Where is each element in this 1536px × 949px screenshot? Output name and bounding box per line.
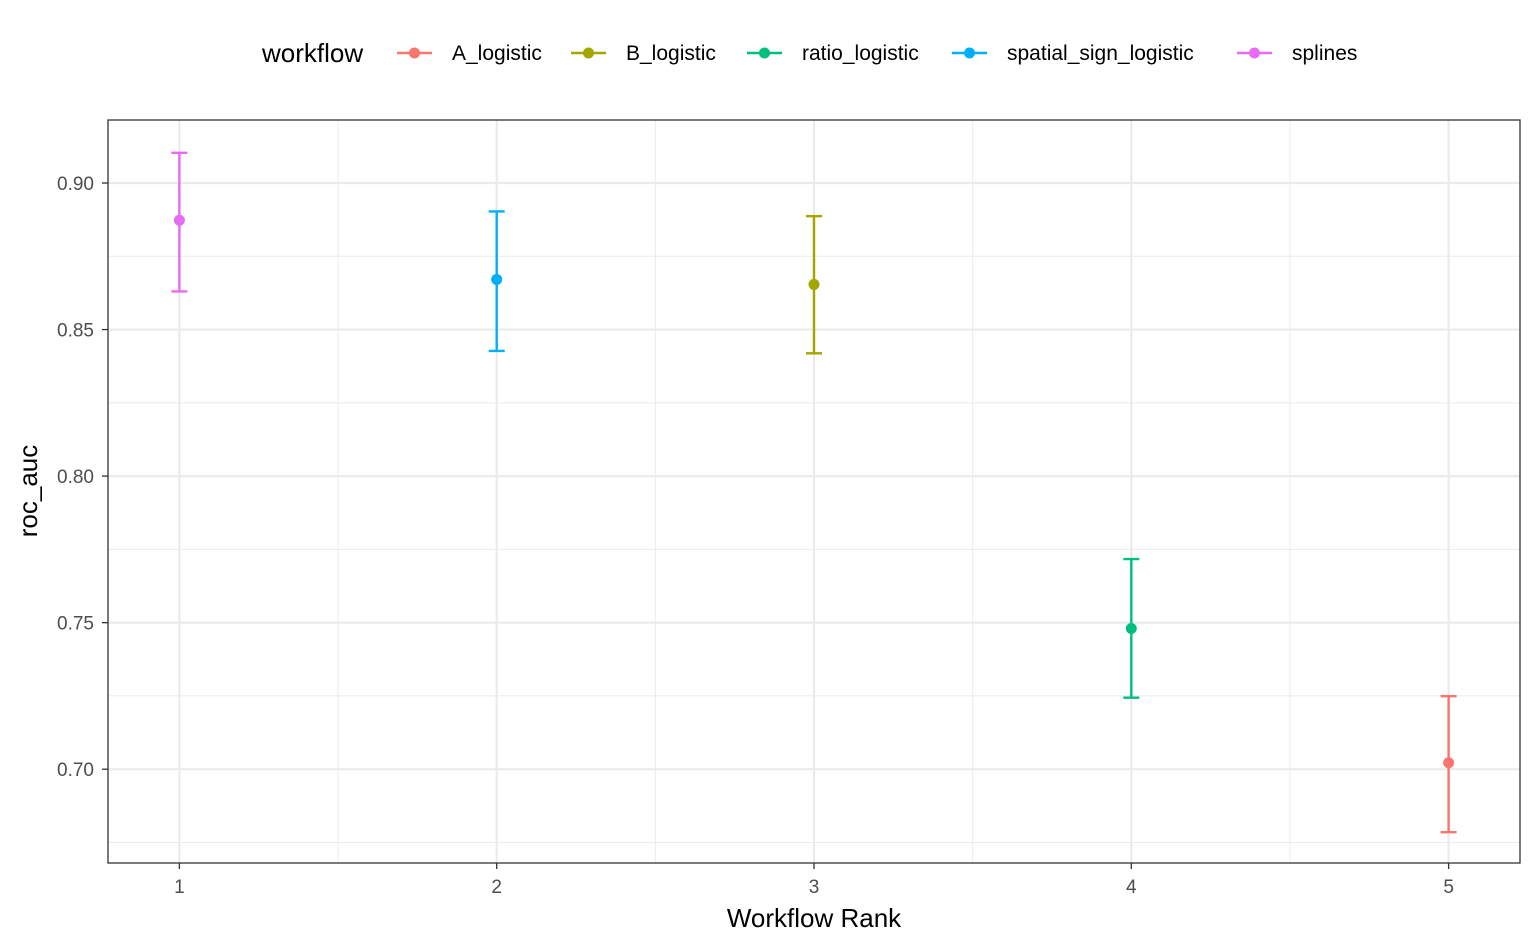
legend-key-point	[1249, 47, 1260, 59]
legend-label: spatial_sign_logistic	[1007, 42, 1194, 65]
legend-label: splines	[1292, 42, 1357, 65]
y-axis-title: roc_auc	[13, 445, 43, 538]
legend-title: workflow	[261, 38, 363, 68]
x-axis-title: Workflow Rank	[727, 903, 902, 933]
y-tick-label: 0.75	[57, 614, 94, 635]
y-tick-label: 0.85	[57, 321, 94, 342]
legend-item-ratio_logistic: ratio_logistic	[747, 42, 919, 65]
legend-item-B_logistic: B_logistic	[571, 42, 716, 65]
y-tick-label: 0.70	[57, 760, 94, 781]
legend-label: A_logistic	[452, 42, 542, 65]
y-axis: 0.70 0.75 0.80 0.85 0.90	[57, 174, 108, 781]
legend-item-splines: splines	[1237, 42, 1357, 65]
series-spatial_sign_logistic	[488, 210, 505, 353]
series-B_logistic	[806, 214, 822, 355]
y-tick-label: 0.80	[57, 467, 94, 488]
x-tick-label: 5	[1443, 877, 1454, 898]
legend-key-point	[759, 47, 770, 59]
data-marks	[171, 151, 1457, 834]
x-tick-label: 4	[1126, 877, 1137, 898]
legend-label: B_logistic	[626, 42, 716, 65]
y-tick-label: 0.90	[57, 174, 94, 195]
data-point	[491, 273, 503, 285]
data-point	[173, 214, 185, 226]
data-point	[1125, 623, 1137, 635]
legend-key-point	[964, 47, 975, 59]
x-tick-label: 2	[491, 877, 502, 898]
legend-key-point	[409, 47, 420, 59]
data-point	[1443, 757, 1455, 769]
x-tick-label: 3	[809, 877, 820, 898]
legend: workflow A_logistic B_logistic ratio_logis…	[261, 38, 1357, 68]
legend-item-A_logistic: A_logistic	[397, 42, 542, 65]
series-ratio_logistic	[1123, 557, 1140, 699]
x-tick-label: 1	[174, 877, 185, 898]
plot-area	[107, 119, 1521, 864]
series-A_logistic	[1440, 695, 1457, 834]
legend-key-point	[583, 47, 594, 59]
data-point	[808, 278, 820, 290]
legend-label: ratio_logistic	[802, 42, 919, 65]
legend-item-spatial_sign_logistic: spatial_sign_logistic	[952, 42, 1194, 65]
series-splines	[171, 151, 188, 293]
x-axis: 1 2 3 4 5	[174, 863, 1454, 898]
